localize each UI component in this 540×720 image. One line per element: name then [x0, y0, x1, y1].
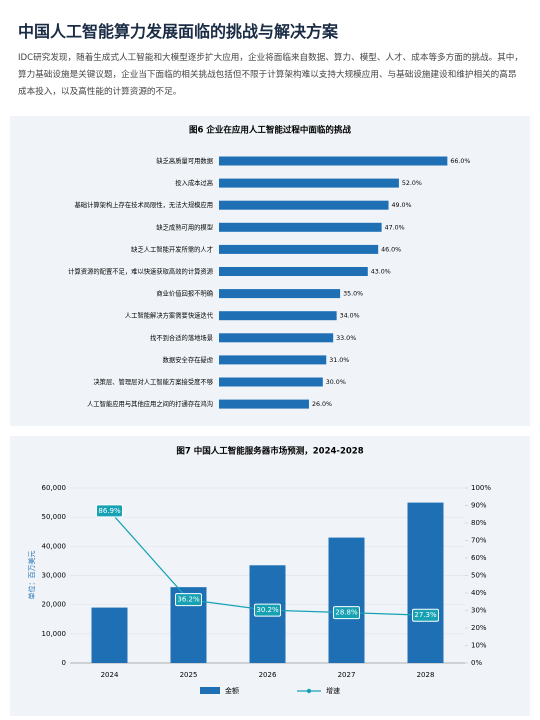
bar — [219, 222, 382, 232]
value-label: 66.0% — [450, 158, 470, 165]
category-label: 投入成本过高 — [175, 178, 213, 187]
value-label: 34.0% — [340, 313, 360, 320]
x-tick-label: 2026 — [259, 671, 277, 679]
bar — [219, 244, 379, 254]
chart-title: 图6 企业在应用人工智能过程中面临的挑战 — [189, 125, 351, 136]
bar — [219, 156, 448, 166]
bar — [219, 311, 337, 321]
legend-swatch — [200, 687, 220, 694]
category-label: 基础计算架构上存在技术局限性，无法大规模应用 — [74, 200, 213, 209]
value-label: 31.0% — [329, 357, 349, 364]
data-label: 28.8% — [335, 609, 358, 617]
y2-tick-label: 80% — [471, 519, 487, 527]
x-tick-label: 2025 — [180, 671, 198, 679]
category-label: 商业价值回报不明确 — [156, 289, 213, 298]
data-label-box — [175, 593, 202, 607]
bar — [219, 333, 334, 343]
y-tick-label: 20,000 — [42, 601, 67, 609]
category-label: 找不到合适的落地场景 — [150, 333, 213, 342]
category-label: 缺乏高质量可用数据 — [156, 156, 213, 165]
bar — [219, 200, 389, 210]
data-label: 30.2% — [256, 606, 279, 614]
y-tick-label: 30,000 — [42, 572, 67, 580]
value-label: 47.0% — [385, 224, 405, 231]
chart-title: 图7 中国人工智能服务器市场预测，2024-2028 — [176, 446, 363, 457]
bar — [219, 289, 341, 299]
data-label: 86.9% — [98, 507, 121, 515]
category-label: 人工智能应用与其他应用之间的打通存在鸿沟 — [87, 399, 213, 408]
data-label: 27.3% — [414, 611, 437, 619]
bar — [219, 267, 368, 276]
value-label: 30.0% — [326, 379, 346, 386]
y-axis-title: 单位：百万美元 — [27, 551, 36, 600]
bar — [91, 607, 128, 663]
legend-label: 金额 — [225, 686, 239, 695]
bar — [219, 178, 399, 188]
data-label-box — [96, 504, 123, 518]
value-label: 49.0% — [392, 202, 412, 209]
y2-tick-label: 10% — [471, 642, 487, 650]
data-label-box — [412, 608, 439, 622]
value-label: 26.0% — [312, 401, 332, 408]
y2-tick-label: 100% — [471, 484, 491, 492]
y-tick-label: 0 — [62, 659, 66, 667]
bar — [219, 377, 323, 387]
page-title: 中国人工智能算力发展面临的挑战与解决方案 — [18, 22, 339, 41]
y2-tick-label: 70% — [471, 537, 487, 545]
category-label: 决策层、管理层对人工智能方案接受度不够 — [93, 377, 213, 386]
category-label: 缺乏成熟可用的模型 — [156, 222, 213, 231]
data-label: 36.2% — [177, 596, 200, 604]
y-tick-label: 60,000 — [42, 484, 67, 492]
x-tick-label: 2024 — [101, 671, 119, 679]
category-label: 缺乏人工智能开发所需的人才 — [131, 244, 213, 253]
value-label: 46.0% — [381, 246, 401, 253]
value-label: 35.0% — [343, 291, 363, 298]
legend-swatch — [306, 688, 312, 694]
bar — [407, 502, 444, 663]
x-tick-label: 2027 — [338, 671, 356, 679]
value-label: 43.0% — [371, 269, 391, 276]
intro-paragraph: IDC研究发现，随着生成式人工智能和大模型逐步扩大应用，企业将面临来自数据、算力… — [18, 53, 523, 97]
bar — [328, 537, 365, 663]
category-label: 人工智能解决方案需要快速迭代 — [125, 311, 214, 320]
category-label: 数据安全存在疑虑 — [163, 355, 214, 364]
y2-tick-label: 20% — [471, 624, 487, 632]
y2-tick-label: 30% — [471, 607, 487, 615]
y-tick-label: 40,000 — [42, 542, 67, 550]
bar — [219, 355, 327, 365]
y2-tick-label: 0% — [471, 659, 482, 667]
y2-tick-label: 50% — [471, 572, 487, 580]
legend-label: 增速 — [326, 686, 340, 695]
y2-tick-label: 60% — [471, 554, 487, 562]
y-tick-label: 10,000 — [42, 630, 67, 638]
bar — [219, 399, 309, 409]
data-label-box — [254, 603, 281, 617]
data-label-box — [333, 606, 360, 620]
x-tick-label: 2028 — [417, 671, 435, 679]
y2-tick-label: 90% — [471, 502, 487, 510]
category-label: 计算资源的配置不足，难以快速获取高效的计算资源 — [68, 267, 214, 276]
y2-tick-label: 40% — [471, 589, 487, 597]
value-label: 52.0% — [402, 180, 422, 187]
value-label: 33.0% — [336, 335, 356, 342]
y-tick-label: 50,000 — [42, 513, 67, 521]
